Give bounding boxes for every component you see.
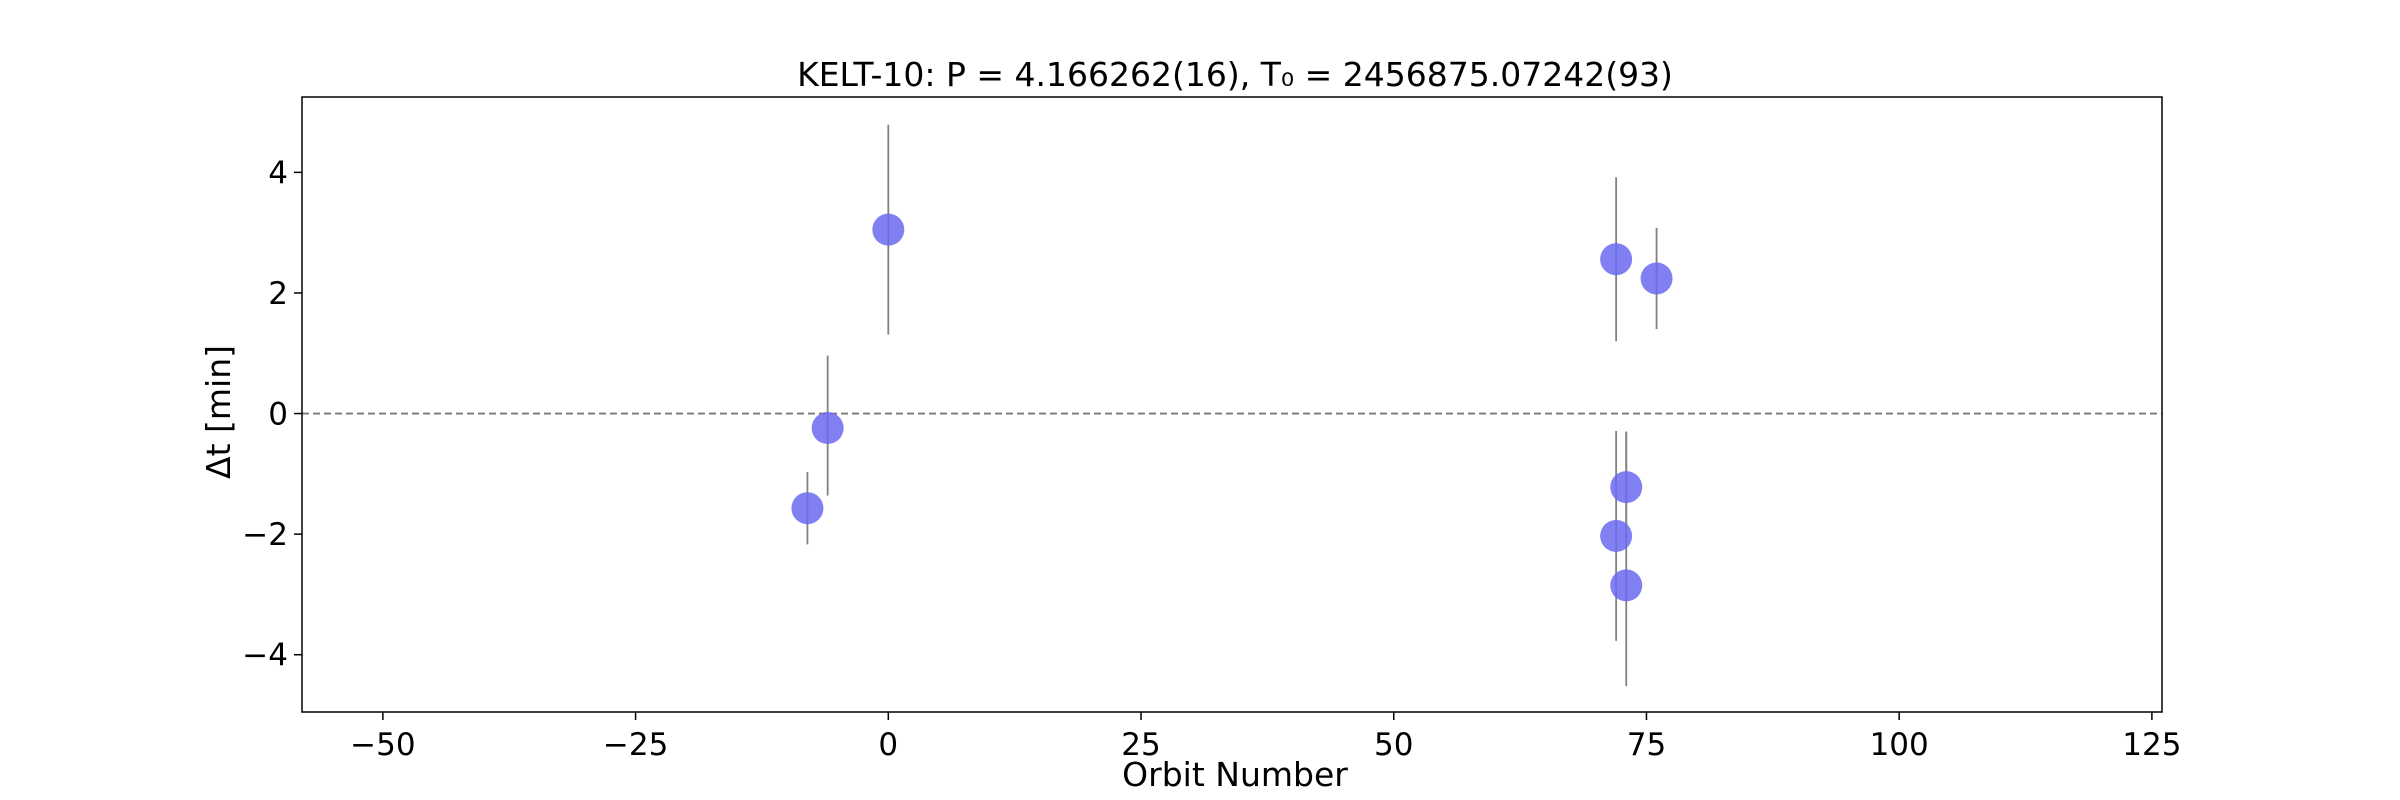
data-point [1640, 262, 1673, 295]
x-tick-label: −25 [603, 727, 668, 763]
data-point [872, 213, 905, 246]
data-point [791, 492, 824, 525]
x-tick-label: 0 [878, 727, 898, 763]
y-axis-label: Δt [min] [199, 345, 238, 479]
plot-frame [301, 96, 2163, 713]
chart-title: KELT-10: P = 4.166262(16), T₀ = 2456875.… [797, 55, 1673, 94]
x-tick-label: 100 [1870, 727, 1929, 763]
x-axis-label: Orbit Number [1122, 755, 1348, 794]
x-tick-label: 50 [1374, 727, 1413, 763]
data-point [1610, 569, 1643, 602]
data-point [1600, 243, 1633, 276]
y-tick-label: 4 [268, 155, 288, 191]
data-point [1600, 519, 1633, 552]
y-tick-label: 2 [268, 276, 288, 312]
plot-area: −50 −25 0 25 50 75 100 125 −4 −2 0 2 4 [242, 124, 2181, 763]
data-point [811, 412, 844, 445]
y-tick-label: 0 [268, 397, 288, 433]
x-tick-label: 125 [2122, 727, 2181, 763]
data-point [1610, 471, 1643, 504]
x-tick-label: 75 [1627, 727, 1666, 763]
y-tick-label: −4 [242, 638, 288, 674]
x-tick-label: −50 [350, 727, 415, 763]
x-tick-label: 25 [1121, 727, 1160, 763]
y-tick-label: −2 [242, 517, 288, 553]
